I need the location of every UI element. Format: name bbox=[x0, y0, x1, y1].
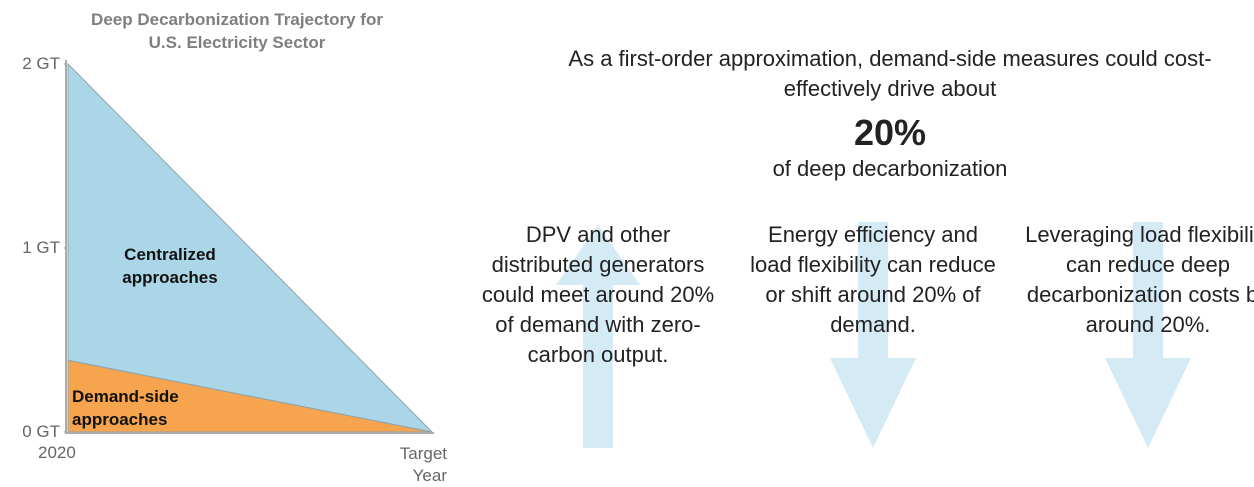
down-arrow bbox=[830, 222, 916, 448]
up-arrow bbox=[556, 225, 640, 448]
subline: of deep decarbonization bbox=[772, 156, 1008, 181]
area-label: Centralized approaches bbox=[122, 245, 218, 287]
area bbox=[67, 62, 434, 433]
arrows bbox=[556, 222, 1191, 448]
area-label: Demand-side approaches bbox=[72, 387, 179, 429]
column-text: DPV and other distributed generators cou… bbox=[481, 222, 715, 367]
chart-title: Deep Decarbonization Trajectory for U.S.… bbox=[91, 10, 383, 52]
chart bbox=[64, 60, 434, 434]
down-arrow bbox=[1105, 222, 1191, 448]
highlight: 20% bbox=[853, 112, 927, 153]
x-tick-label: Target Year bbox=[399, 444, 447, 485]
column-text: Energy efficiency and load flexibility c… bbox=[750, 222, 996, 337]
y-tick-label: 2 GT bbox=[22, 54, 60, 73]
column-text: Leveraging load flexibility can reduce d… bbox=[1025, 222, 1254, 337]
headline: As a first-order approximation, demand-s… bbox=[568, 46, 1212, 101]
y-tick-label: 0 GT bbox=[22, 422, 60, 441]
y-tick-label: 1 GT bbox=[22, 238, 60, 257]
x-tick-label: 2020 bbox=[38, 443, 76, 462]
